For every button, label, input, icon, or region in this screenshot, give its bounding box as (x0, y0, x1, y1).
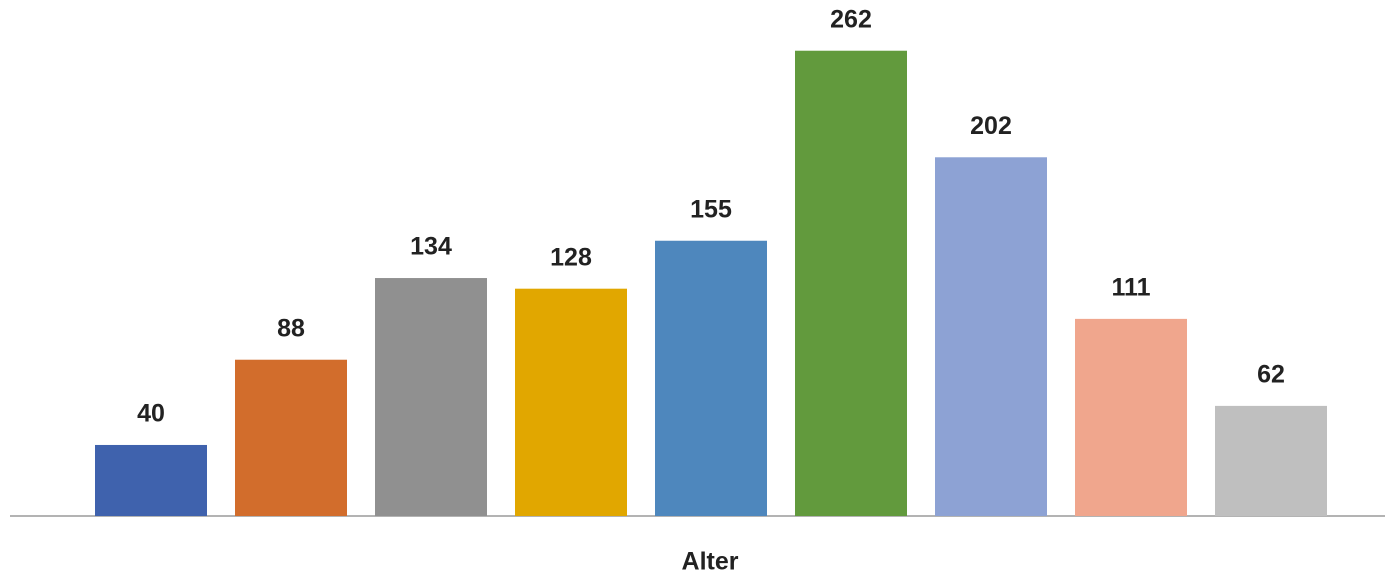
bar (795, 50, 907, 517)
bar (1215, 405, 1327, 516)
data-label: 128 (550, 243, 592, 271)
bar (375, 278, 487, 516)
data-label: 262 (830, 5, 872, 33)
data-label: 88 (277, 314, 305, 342)
data-label: 202 (970, 112, 1012, 140)
bar (515, 288, 627, 516)
bar (655, 240, 767, 516)
bar (235, 359, 347, 516)
x-axis-title: Alter (682, 548, 739, 575)
bar (935, 157, 1047, 516)
bar (95, 444, 207, 516)
data-label: 40 (137, 400, 165, 428)
data-label: 111 (1112, 273, 1151, 301)
data-label: 134 (410, 233, 452, 261)
data-label: 62 (1257, 361, 1285, 389)
data-label: 155 (690, 195, 732, 223)
bar (1075, 318, 1187, 516)
